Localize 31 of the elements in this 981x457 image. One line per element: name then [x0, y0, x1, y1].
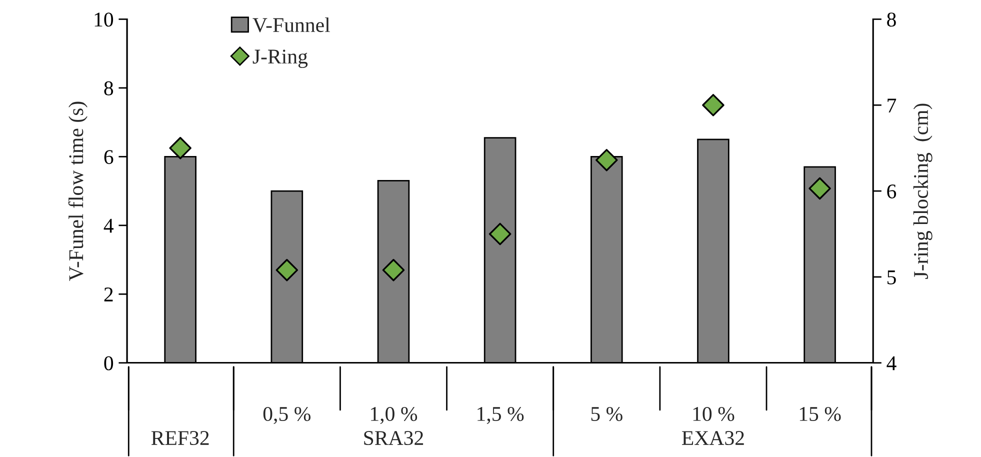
point [488, 222, 512, 246]
y2-axis-title: J-ring blocking (cm) [913, 104, 932, 279]
y-tick-label: 0 [104, 356, 114, 370]
y2-tick-label: 8 [887, 12, 896, 27]
point [702, 94, 724, 116]
point [596, 148, 618, 172]
point [169, 136, 192, 160]
text: EXA32 [682, 431, 744, 446]
y-tick-label: 4 [104, 218, 114, 233]
x-tick-label: 15 % [800, 406, 841, 422]
y-tick-label: 6 [104, 150, 114, 164]
y2-tick-label: 4 [886, 356, 896, 370]
legend-label: J-Ring [252, 50, 308, 68]
point [382, 258, 405, 282]
y-tick-label: 2 [104, 288, 113, 302]
y2-tick-label: 6 [887, 184, 896, 198]
y2-tick-label: 7 [888, 98, 896, 112]
x-tick-label: 0,5 % [263, 406, 310, 424]
point [808, 177, 831, 200]
point [276, 258, 298, 282]
legend-label: V-Funnel [252, 17, 330, 32]
y-tick-label: 8 [104, 81, 114, 96]
x-tick-label: 5 % [591, 406, 622, 422]
text: SRA32 [364, 431, 424, 446]
x-tick-label: 1,0 % [371, 406, 418, 424]
x-tick-label: 10 % [693, 406, 734, 422]
y-axis-title: V-Funel flow time (s) [68, 102, 88, 281]
x-tick-label: 1,5 % [478, 406, 524, 424]
y2-tick-label: 5 [887, 270, 896, 284]
y-tick-label: 10 [94, 12, 114, 27]
text: REF32 [151, 431, 209, 446]
